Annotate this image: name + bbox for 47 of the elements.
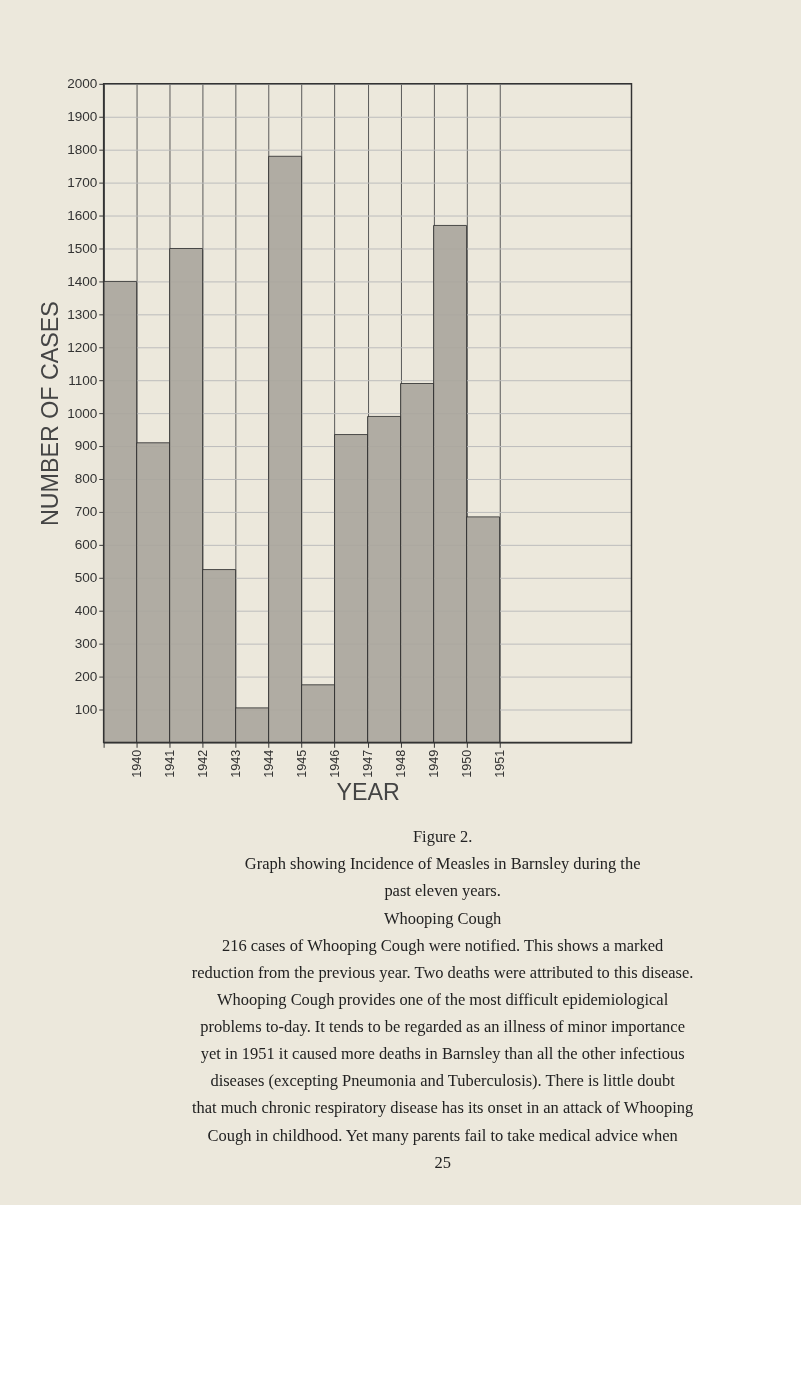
text: diseases (excepting Pneumonia and Tuberculosis). There is little doubt (210, 1071, 676, 1091)
y-tick-label: 600 (74, 537, 98, 553)
x-tick-label: 1950 (459, 749, 474, 778)
y-tick-label: 800 (74, 471, 98, 487)
x-tick-label: 1948 (393, 749, 408, 778)
y-tick-label: 500 (74, 570, 98, 586)
y-tick-label: 1500 (67, 240, 98, 256)
y-tick-label: 1000 (67, 405, 98, 421)
y-axis-title: NUMBER OF CASES (37, 301, 64, 526)
x-tick-label: 1947 (360, 749, 375, 778)
y-tick-label: 1300 (67, 306, 98, 322)
y-tick-label: 1800 (67, 142, 98, 158)
text: 25 (434, 1152, 451, 1172)
y-tick-label: 1200 (67, 339, 98, 355)
y-tick-label: 1400 (67, 273, 98, 289)
text: 216 cases of Whooping Cough were notified. This shows a marked (222, 935, 665, 955)
x-tick-label: 1943 (228, 749, 243, 778)
x-tick-label: 1941 (162, 749, 177, 778)
x-tick-label: 1944 (261, 749, 276, 778)
y-tick-label: 900 (74, 438, 98, 454)
x-tick-label: 1940 (129, 749, 144, 778)
text: reduction from the previous year. Two deaths were attributed to this disease. (191, 962, 694, 982)
x-tick-label: 1946 (327, 749, 342, 778)
text: yet in 1951 it caused more deaths in Barnsley than all the other infectious (200, 1044, 685, 1064)
y-tick-label: 100 (74, 701, 98, 717)
y-tick-label: 200 (74, 668, 98, 684)
text: Whooping Cough provides one of the most difficult epidemiological (217, 989, 669, 1009)
text: that much chronic respiratory disease has its onset in an attack of Whooping (191, 1098, 694, 1118)
y-tick-label: 400 (74, 603, 98, 619)
text: Whooping Cough (383, 908, 503, 928)
x-axis-title: YEAR (336, 779, 400, 806)
caption: Figure 2. (412, 827, 473, 847)
y-tick-label: 2000 (67, 76, 98, 92)
text: problems to-day. It tends to be regarded as an illness of minor importance (200, 1017, 685, 1037)
y-tick-label: 1100 (68, 372, 98, 388)
x-tick-label: 1951 (492, 749, 507, 778)
y-tick-label: 300 (74, 636, 98, 652)
x-tick-label: 1949 (426, 749, 441, 778)
text: Cough in childhood. Yet many parents fail to take medical advice when (207, 1125, 678, 1145)
y-tick-label: 1700 (67, 174, 98, 190)
x-tick-label: 1945 (294, 749, 309, 778)
x-tick-label: 1942 (195, 749, 210, 778)
y-tick-label: 1600 (67, 207, 98, 223)
y-tick-label: 700 (74, 504, 98, 520)
text: past eleven years. (384, 881, 501, 901)
y-tick-label: 1900 (67, 109, 98, 125)
text: Graph showing Incidence of Measles in Barnsley during the (244, 854, 641, 874)
